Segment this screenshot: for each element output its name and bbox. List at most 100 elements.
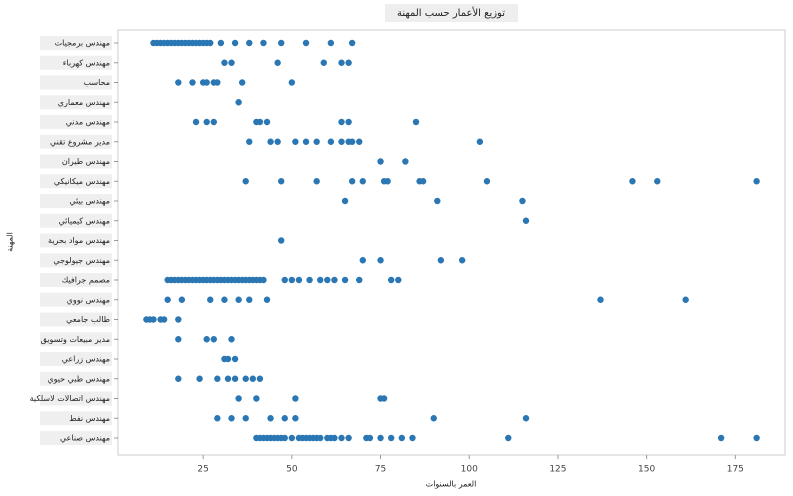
- point: [483, 178, 491, 185]
- x-tick-label: 75: [375, 465, 386, 475]
- point: [654, 178, 661, 185]
- category-box: [40, 352, 112, 366]
- point: [345, 59, 352, 66]
- point: [281, 415, 288, 422]
- point: [341, 276, 349, 284]
- point: [164, 296, 171, 303]
- point: [231, 375, 239, 382]
- point: [235, 296, 242, 303]
- point: [327, 39, 335, 47]
- point: [292, 138, 299, 145]
- point: [458, 257, 466, 264]
- y-tick-label: مهندس صناعي: [60, 434, 110, 443]
- y-tick-label: مهندس كيميائي: [59, 216, 111, 225]
- point: [345, 434, 352, 442]
- point: [317, 434, 324, 442]
- y-tick-label: مهندس ميكانيكي: [54, 177, 110, 186]
- point: [267, 415, 274, 422]
- point: [302, 138, 310, 145]
- point: [338, 138, 345, 145]
- x-tick-label: 50: [286, 465, 298, 475]
- x-tick-label: 175: [727, 465, 744, 475]
- point: [377, 434, 384, 442]
- point: [256, 118, 264, 126]
- point: [242, 415, 249, 422]
- point: [359, 257, 367, 264]
- point: [228, 336, 235, 343]
- point: [242, 178, 249, 185]
- category-box: [40, 431, 112, 445]
- point: [348, 178, 356, 185]
- point: [356, 138, 363, 145]
- category-box: [40, 213, 112, 228]
- point: [597, 296, 604, 303]
- point: [278, 39, 285, 47]
- category-box: [40, 371, 112, 386]
- point: [260, 276, 267, 284]
- y-tick-label: مهندس زراعي: [62, 355, 110, 364]
- point: [214, 79, 221, 86]
- point: [345, 118, 352, 126]
- point: [629, 178, 636, 185]
- point: [519, 197, 526, 205]
- category-box: [40, 273, 112, 287]
- point: [281, 434, 288, 442]
- point: [207, 296, 214, 303]
- point: [231, 355, 239, 363]
- point: [359, 178, 367, 185]
- y-tick-label: محاسب: [84, 78, 110, 87]
- point: [317, 276, 324, 284]
- point: [274, 59, 281, 66]
- y-tick-label: مهندس طيران: [62, 157, 110, 166]
- point: [522, 415, 530, 422]
- y-tick-label: مهندس نفط: [69, 414, 110, 423]
- point: [221, 296, 228, 303]
- point: [246, 296, 253, 303]
- point: [377, 257, 384, 264]
- y-tick-label: مهندس بيئي: [69, 197, 110, 206]
- point: [505, 434, 512, 442]
- y-tick-label: مهندس مدني: [66, 118, 110, 127]
- point: [224, 375, 232, 382]
- y-tick-label: مدير مشروع تقني: [50, 137, 110, 146]
- x-tick-label: 150: [638, 465, 655, 475]
- chart-title: توزيع الأعمار حسب المهنة: [397, 6, 505, 19]
- x-tick-label: 125: [549, 465, 566, 475]
- point: [682, 296, 689, 303]
- point: [228, 415, 235, 422]
- point: [256, 375, 264, 382]
- point: [242, 375, 249, 382]
- point: [288, 434, 296, 442]
- point: [175, 316, 182, 323]
- category-box: [40, 115, 112, 129]
- point: [327, 138, 335, 145]
- point: [395, 276, 402, 284]
- point: [348, 138, 356, 145]
- point: [313, 178, 320, 185]
- y-tick-label: مهندس نووي: [67, 295, 110, 304]
- point: [302, 39, 310, 47]
- y-tick-label: مهندس اتصالات لاسلكية: [30, 394, 110, 403]
- point: [356, 276, 363, 284]
- point: [338, 59, 345, 66]
- point: [196, 375, 203, 382]
- point: [150, 316, 157, 323]
- y-tick-label: مدير مبيعات وتسويق: [41, 335, 110, 344]
- y-tick-label: مهندس كهرباء: [63, 58, 110, 67]
- point: [409, 434, 416, 442]
- point: [175, 375, 182, 382]
- point: [398, 434, 406, 442]
- point: [384, 178, 391, 185]
- point: [228, 59, 235, 66]
- point: [160, 316, 168, 323]
- point: [434, 197, 441, 205]
- point: [387, 276, 395, 284]
- point: [238, 79, 246, 86]
- point: [292, 415, 299, 422]
- point: [377, 158, 384, 165]
- point: [324, 276, 331, 284]
- point: [430, 415, 437, 422]
- y-tick-label: مهندس برمجيات: [55, 39, 110, 48]
- plot-frame: [117, 29, 786, 456]
